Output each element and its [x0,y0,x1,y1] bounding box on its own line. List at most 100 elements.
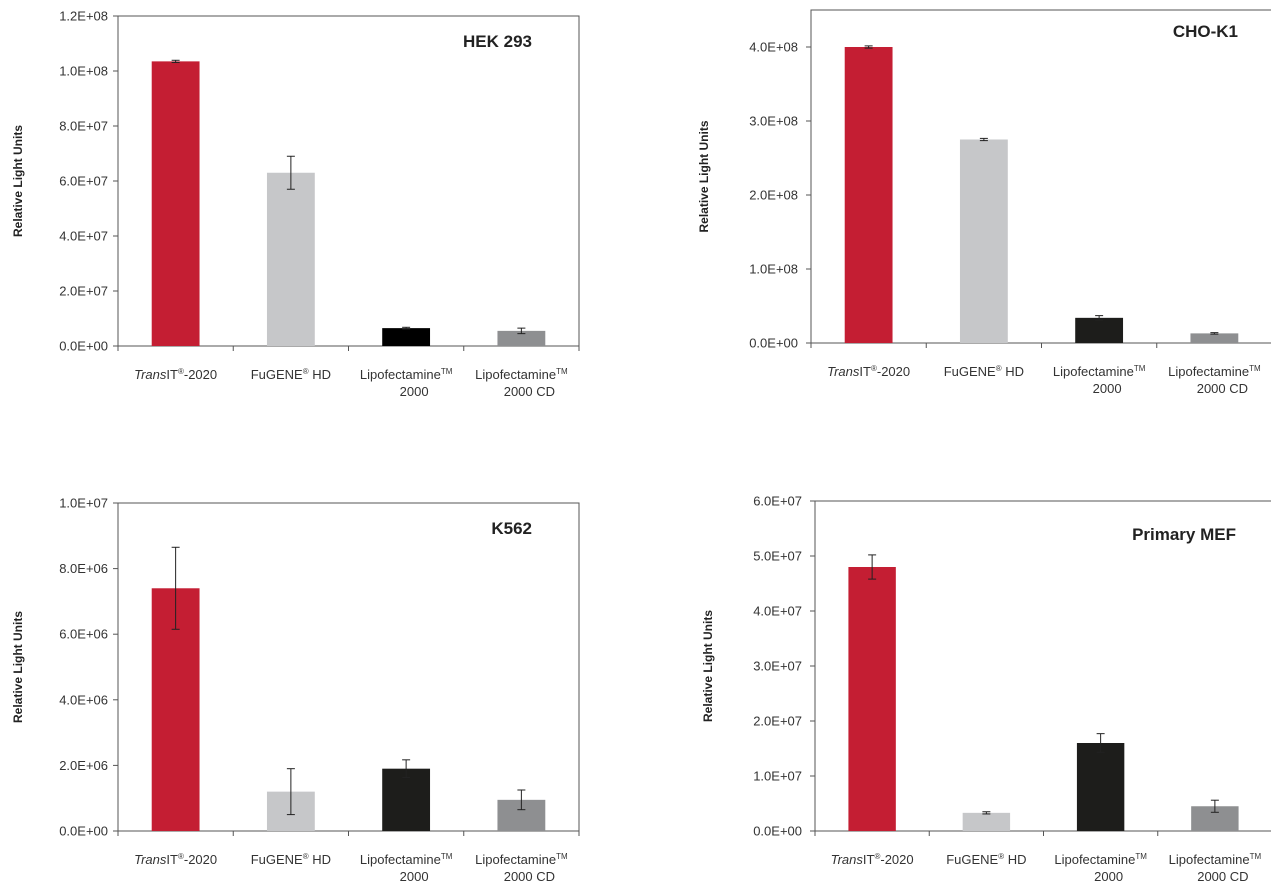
y-tick-label: 2.0E+06 [59,758,108,773]
y-tick-label: 5.0E+07 [753,549,802,564]
y-tick-label: 1.2E+08 [59,9,108,24]
x-category-label: LipofectamineTM [475,367,568,382]
y-tick-label: 6.0E+07 [59,174,108,189]
x-category-label: TransIT®-2020 [134,367,217,382]
y-tick-label: 1.0E+07 [59,496,108,511]
x-category-label: LipofectamineTM [1168,364,1261,379]
x-category-sup: ® [871,364,877,373]
x-category-label: FuGENE® HD [251,367,331,382]
x-category-post: -2020 [184,852,217,867]
bar [848,567,896,831]
y-axis-label: Relative Light Units [11,611,25,723]
chart-1: 0.0E+00 2.0E+07 4.0E+07 6.0E+07 8.0E+07 1.0E+… [11,9,580,399]
y-tick-label: 2.0E+07 [753,714,802,729]
y-tick-label: 8.0E+07 [59,119,108,134]
x-category-post: HD [1002,364,1024,379]
x-category-italic: Trans [134,367,167,382]
x-category-sup: ® [303,367,309,376]
x-category-sup: ® [178,852,184,861]
chart-title: K562 [491,519,532,538]
x-category-main: FuGENE [944,364,996,379]
x-category-main: IT [863,852,875,867]
x-category-post: -2020 [877,364,910,379]
bar [266,172,315,346]
x-category-main: FuGENE [946,852,998,867]
bar [1076,743,1125,831]
x-category-label: TransIT®-2020 [134,852,217,867]
x-category-label: LipofectamineTM [1169,852,1262,867]
x-category-label-line2: 2000 CD [504,869,555,884]
x-category-main: Lipofectamine [1054,852,1135,867]
chart-title: HEK 293 [463,32,532,51]
x-category-sup: TM [1134,364,1146,373]
bar [962,812,1011,831]
bar [151,61,200,346]
x-category-main: IT [166,367,178,382]
bar [382,328,431,346]
x-category-label: LipofectamineTM [1054,852,1147,867]
x-category-label: FuGENE® HD [946,852,1026,867]
x-category-main: Lipofectamine [360,852,441,867]
x-category-main: Lipofectamine [475,367,556,382]
x-category-sup: TM [441,367,453,376]
x-category-label: TransIT®-2020 [827,364,910,379]
bar [382,768,431,831]
chart-title: Primary MEF [1132,525,1236,544]
x-category-sup: TM [1250,852,1262,861]
chart-4: 0.0E+00 1.0E+07 2.0E+07 3.0E+07 4.0E+07 5.0E+… [701,494,1271,884]
y-axis-label: Relative Light Units [11,125,25,237]
x-category-post: HD [1004,852,1026,867]
y-tick-label: 1.0E+08 [749,262,798,277]
chart-2: 0.0E+00 1.0E+08 2.0E+08 3.0E+08 4.0E+08 Trans… [697,9,1271,396]
x-category-main: Lipofectamine [360,367,441,382]
x-category-italic: Trans [827,364,860,379]
x-category-sup: TM [1135,852,1147,861]
x-category-main: Lipofectamine [1168,364,1249,379]
x-category-sup: TM [441,852,453,861]
bar [959,139,1008,343]
y-tick-label: 4.0E+08 [749,40,798,55]
x-category-main: IT [166,852,178,867]
x-category-sup: TM [556,367,568,376]
x-category-label: FuGENE® HD [944,364,1024,379]
x-category-sup: ® [874,852,880,861]
x-category-label-line2: 2000 [400,384,429,399]
x-category-italic: Trans [831,852,864,867]
x-category-sup: TM [556,852,568,861]
bar [497,330,546,346]
x-category-post: -2020 [880,852,913,867]
x-category-label-line2: 2000 CD [504,384,555,399]
x-category-main: IT [859,364,871,379]
y-tick-label: 1.0E+08 [59,64,108,79]
x-category-sup: ® [178,367,184,376]
x-category-label-line2: 2000 [1093,381,1122,396]
x-category-main: FuGENE [251,367,303,382]
y-tick-label: 0.0E+00 [749,336,798,351]
y-tick-label: 4.0E+06 [59,692,108,707]
x-category-label-line2: 2000 [400,869,429,884]
y-tick-label: 3.0E+08 [749,114,798,129]
x-category-post: HD [309,852,331,867]
y-tick-label: 0.0E+00 [59,824,108,839]
x-category-label: TransIT®-2020 [831,852,914,867]
y-tick-label: 1.0E+07 [753,769,802,784]
y-tick-label: 2.0E+08 [749,188,798,203]
y-tick-label: 3.0E+07 [753,659,802,674]
y-axis-label: Relative Light Units [697,120,711,232]
y-axis-label: Relative Light Units [701,610,715,722]
chart-3: 0.0E+00 2.0E+06 4.0E+06 6.0E+06 8.0E+06 1.0E+… [11,496,580,884]
x-category-label-line2: 2000 CD [1197,381,1248,396]
y-tick-label: 6.0E+06 [59,627,108,642]
y-tick-label: 0.0E+00 [59,339,108,354]
x-category-sup: ® [998,852,1004,861]
x-category-main: FuGENE [251,852,303,867]
y-tick-label: 4.0E+07 [753,604,802,619]
bar [844,47,893,343]
x-category-label: LipofectamineTM [475,852,568,867]
x-category-main: Lipofectamine [1053,364,1134,379]
bar [1190,333,1239,343]
x-category-label: FuGENE® HD [251,852,331,867]
x-category-main: Lipofectamine [1169,852,1250,867]
x-category-label: LipofectamineTM [1053,364,1146,379]
x-category-label-line2: 2000 CD [1197,869,1248,884]
